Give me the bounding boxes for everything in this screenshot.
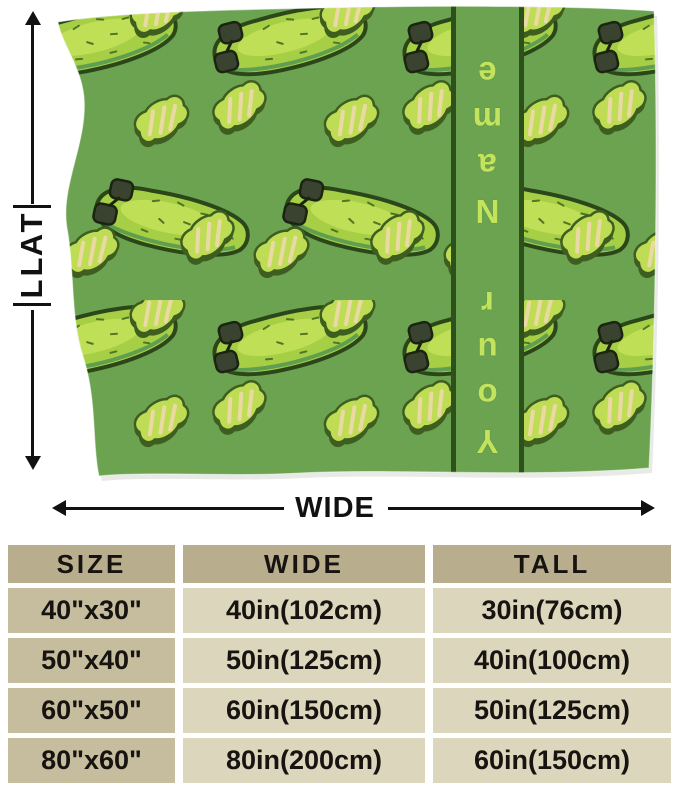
table-cell-wide: 50in(125cm)	[183, 638, 425, 683]
arrow-right-icon	[641, 500, 655, 516]
table-cell-wide: 40in(102cm)	[183, 588, 425, 633]
arrow-up-icon	[25, 11, 41, 25]
table-cell-size: 80"x60"	[8, 738, 175, 783]
table-cell-size: 40"x30"	[8, 588, 175, 633]
size-chart-header-wide: WIDE	[183, 545, 425, 583]
size-chart-header-tall: TALL	[433, 545, 671, 583]
wide-dimension-label: WIDE	[295, 492, 375, 524]
name-band	[451, 6, 524, 476]
table-cell-tall: 60in(150cm)	[433, 738, 671, 783]
size-chart-header-size: SIZE	[8, 545, 175, 583]
table-cell-wide: 80in(200cm)	[183, 738, 425, 783]
personalization-name-text: Your Name	[469, 46, 506, 460]
pickle-pattern	[58, 6, 657, 476]
table-cell-size: 60"x50"	[8, 688, 175, 733]
arrow-down-icon	[25, 456, 41, 470]
table-cell-tall: 40in(100cm)	[433, 638, 671, 683]
table-cell-size: 50"x40"	[8, 638, 175, 683]
table-cell-tall: 30in(76cm)	[433, 588, 671, 633]
size-chart-table: SIZE WIDE TALL 40"x30" 40in(102cm) 30in(…	[0, 538, 679, 783]
table-cell-tall: 50in(125cm)	[433, 688, 671, 733]
arrow-left-icon	[52, 500, 66, 516]
table-cell-wide: 60in(150cm)	[183, 688, 425, 733]
blanket-preview-image	[57, 5, 660, 481]
